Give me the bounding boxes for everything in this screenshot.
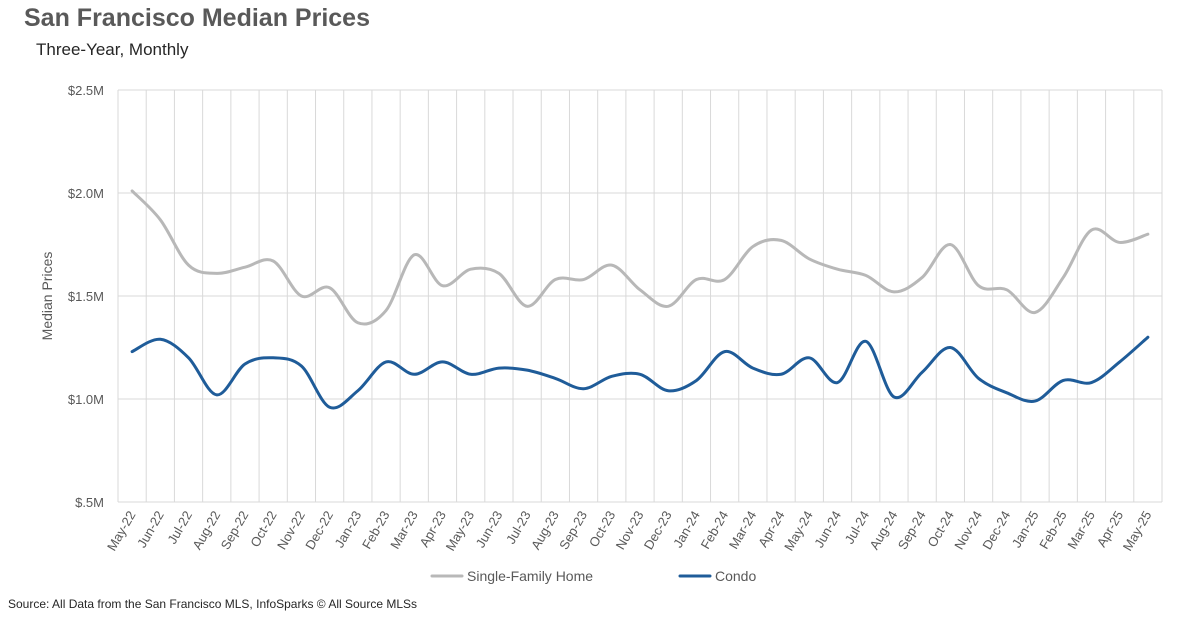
line-chart: $.5M $1.0M $1.5M $2.0M $2.5M May-22Jun-22Jul… bbox=[39, 83, 1163, 584]
gridlines bbox=[117, 89, 1163, 503]
y-tick-label: $1.5M bbox=[68, 289, 104, 304]
x-tick-label: Jun-23 bbox=[473, 508, 506, 550]
y-tick-label: $.5M bbox=[75, 495, 104, 510]
x-tick-label: Sep-23 bbox=[556, 508, 590, 552]
x-tick-label: May-23 bbox=[443, 508, 478, 553]
x-tick-label: Dec-22 bbox=[302, 508, 336, 552]
x-tick-label: Dec-23 bbox=[641, 508, 675, 552]
series-line-single-family-home bbox=[130, 189, 1150, 326]
x-tick-label: Mar-23 bbox=[387, 508, 421, 551]
x-tick-label: Mar-25 bbox=[1064, 508, 1098, 551]
x-tick-label: Dec-24 bbox=[979, 508, 1013, 552]
x-tick-label: Jun-24 bbox=[811, 508, 844, 550]
y-tick-label: $2.5M bbox=[68, 83, 104, 98]
x-tick-label: May-24 bbox=[781, 508, 816, 553]
x-tick-label: May-25 bbox=[1120, 508, 1155, 553]
chart-subtitle: Three-Year, Monthly bbox=[36, 40, 189, 59]
series-lines bbox=[130, 189, 1150, 410]
y-tick-label: $1.0M bbox=[68, 392, 104, 407]
chart-title: San Francisco Median Prices bbox=[24, 4, 370, 32]
x-tick-label: Sep-24 bbox=[895, 508, 929, 552]
legend: Single-Family Home Condo bbox=[430, 568, 756, 584]
x-tick-label: May-22 bbox=[104, 508, 139, 553]
x-tick-label: Mar-24 bbox=[726, 508, 760, 551]
legend-label: Condo bbox=[715, 568, 756, 584]
x-axis-ticks: May-22Jun-22Jul-22Aug-22Sep-22Oct-22Nov-… bbox=[104, 508, 1154, 553]
y-tick-label: $2.0M bbox=[68, 186, 104, 201]
y-axis-ticks: $.5M $1.0M $1.5M $2.0M $2.5M bbox=[68, 83, 104, 510]
legend-label: Single-Family Home bbox=[467, 568, 593, 584]
x-tick-label: Jun-22 bbox=[134, 508, 167, 550]
y-axis-title: Median Prices bbox=[39, 252, 55, 341]
source-note: Source: All Data from the San Francisco … bbox=[8, 597, 418, 611]
series-line-condo bbox=[130, 335, 1150, 410]
x-tick-label: Sep-22 bbox=[218, 508, 252, 552]
